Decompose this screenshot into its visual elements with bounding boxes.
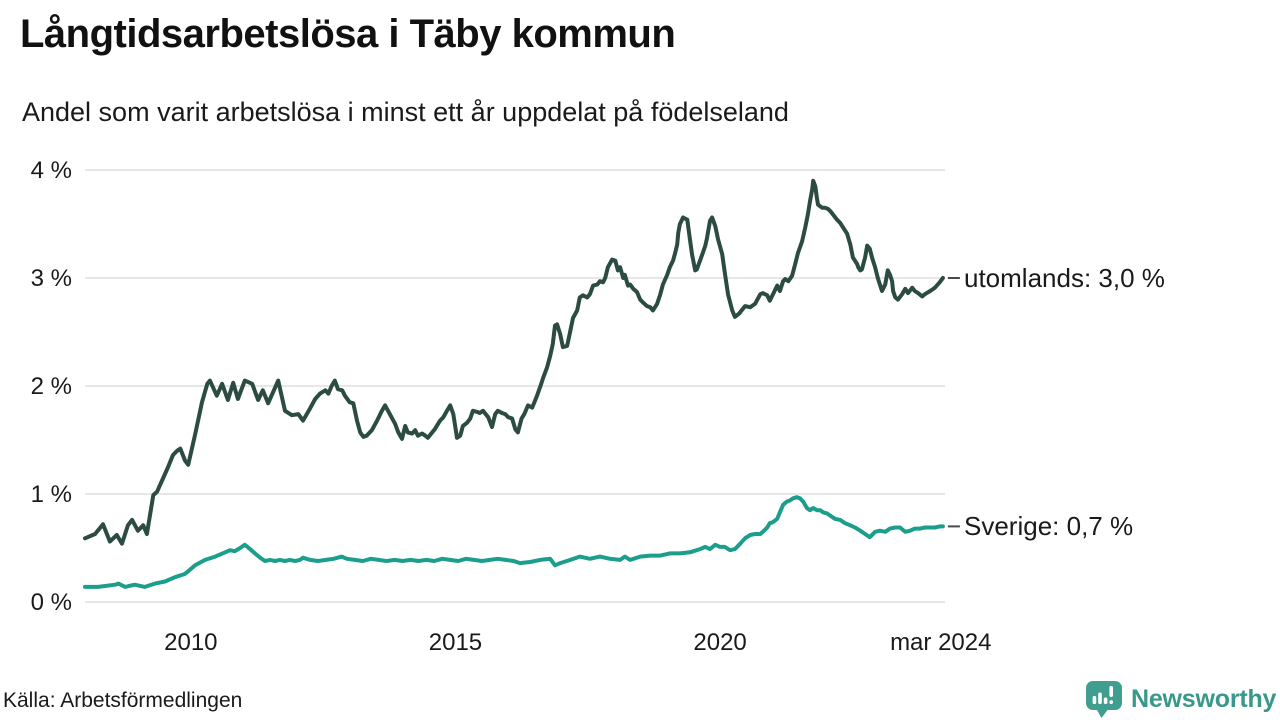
x-axis-tick-label: 2015 (429, 629, 482, 656)
line-Sverige (83, 495, 945, 589)
x-axis-tick-label: mar 2024 (890, 629, 991, 656)
y-axis-tick-label: 4 % (31, 157, 72, 184)
y-axis-tick-label: 2 % (31, 373, 72, 400)
newsworthy-logo: Newsworthy (1084, 679, 1276, 719)
x-axis-tick-label: 2020 (693, 629, 746, 656)
newsworthy-bubble-chart-icon (1086, 681, 1122, 718)
newsworthy-wordmark: Newsworthy (1131, 684, 1277, 713)
y-axis-tick-label: 3 % (31, 265, 72, 292)
series-label-sverige: Sverige: 0,7 % (964, 511, 1134, 542)
series-label-utomlands: utomlands: 3,0 % (964, 263, 1165, 293)
y-axis-tick-label: 1 % (31, 481, 72, 508)
line-utomlands (83, 178, 945, 546)
source-note: Källa: Arbetsförmedlingen (3, 689, 243, 712)
x-axis-tick-label: 2010 (164, 629, 217, 656)
y-axis-tick-label: 0 % (31, 589, 72, 616)
page-title: Långtidsarbetslösa i Täby kommun (20, 12, 676, 56)
chart-subtitle: Andel som varit arbetslösa i minst ett å… (22, 97, 789, 127)
